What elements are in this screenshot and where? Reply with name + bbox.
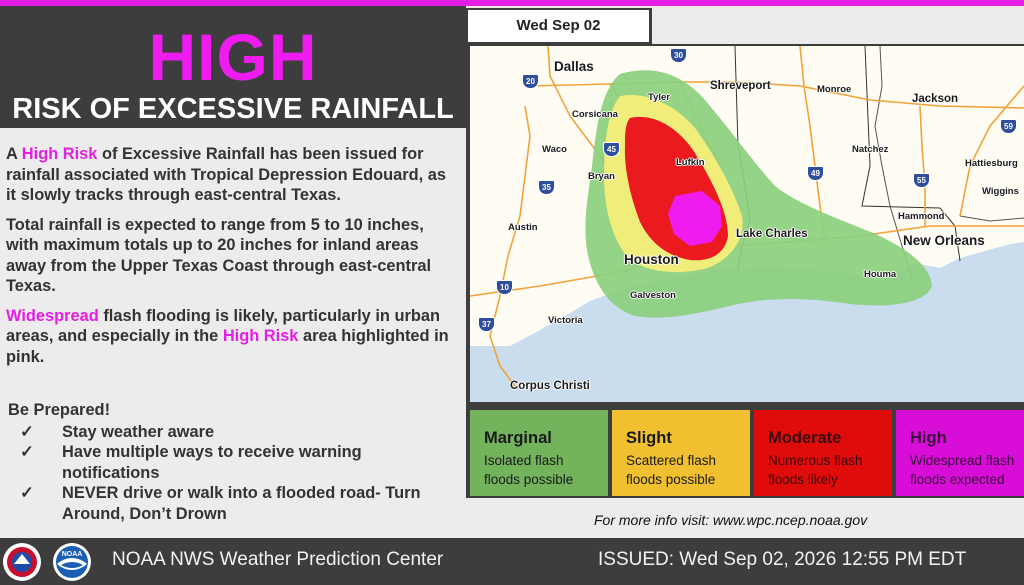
p3-end: area highlighted in pink. [6, 327, 449, 366]
interstate-30-shield: 30 [670, 48, 687, 63]
legend-high: High Widespread flash floods expected [896, 410, 1024, 496]
noaa-logo-text: NOAA [62, 551, 83, 558]
legend-slight: Slight Scattered flash floods possible [612, 410, 750, 496]
list-item: ✓ NEVER drive or walk into a flooded road… [8, 483, 458, 524]
city-shreveport: Shreveport [710, 80, 771, 92]
city-galveston: Galveston [630, 290, 676, 301]
interstate-20-shield: 20 [522, 74, 539, 89]
interstate-35-shield: 35 [538, 180, 555, 195]
legend-high-name: High [910, 429, 947, 447]
list-item: ✓ Have multiple ways to receive warning n… [8, 442, 458, 483]
legend-high-desc-line-2: floods expected [910, 472, 1005, 487]
interstate-59-shield: 59 [1000, 119, 1017, 134]
noaa-logo-icon: NOAA [52, 542, 92, 582]
city-lufkin: Lufkin [676, 157, 705, 168]
footer-bar [0, 538, 1024, 585]
city-tyler: Tyler [648, 92, 671, 103]
p3-highlight: Widespread [6, 306, 99, 325]
legend-moderate: Moderate Numerous flash floods likely [754, 410, 892, 496]
forecast-date-tab: Wed Sep 02 [466, 8, 652, 44]
city-natchez: Natchez [852, 144, 889, 155]
high-risk-area [668, 191, 722, 246]
legend-marginal: Marginal Isolated flash floods possible [470, 410, 608, 496]
city-hammond: Hammond [898, 211, 945, 222]
city-austin: Austin [508, 222, 538, 233]
be-prepared-list: Be Prepared! ✓ Stay weather aware ✓ Have m… [8, 400, 458, 524]
top-accent-strip [0, 0, 1024, 6]
check-icon: ✓ [20, 422, 34, 441]
list-item-text: NEVER drive or walk into a flooded road-… [62, 484, 421, 523]
interstate-49-shield: 49 [807, 166, 824, 181]
legend-marginal-desc-line-1: Isolated flash [484, 453, 564, 468]
more-info-link[interactable]: For more info visit: www.wpc.ncep.noaa.g… [594, 512, 868, 528]
interstate-55-shield: 55 [913, 173, 930, 188]
city-hattiesburg: Hattiesburg [965, 158, 1018, 169]
city-houma: Houma [864, 269, 897, 280]
state-border [861, 46, 961, 262]
list-item: ✓ Stay weather aware [8, 422, 458, 443]
discussion-paragraph-3: Widespread flash flooding is likely, par… [6, 306, 456, 368]
city-victoria: Victoria [548, 315, 583, 326]
legend-moderate-name: Moderate [768, 429, 842, 447]
headline-banner: HIGH RISK OF EXCESSIVE RAINFALL [0, 6, 466, 128]
p1-rest: of Excessive Rainfall has been issued fo… [6, 145, 446, 204]
city-dallas: Dallas [554, 59, 594, 74]
risk-map: 30 20 45 35 49 55 59 10 37 Dallas Shreve… [470, 46, 1024, 402]
p1-prefix: A [6, 145, 22, 163]
legend-slight-desc-line-1: Scattered flash [626, 453, 717, 468]
nws-logo-icon [2, 542, 42, 582]
p3-highlight-2: High Risk [222, 327, 299, 345]
footer-organization: NOAA NWS Weather Prediction Center [112, 549, 444, 570]
city-jackson: Jackson [912, 93, 959, 105]
legend-slight-desc-line-2: floods possible [626, 472, 716, 487]
interstate-37-shield: 37 [478, 317, 495, 332]
interstate-45-shield: 45 [603, 142, 620, 157]
footer-issued-time: ISSUED: Wed Sep 02, 2026 12:55 PM EDT [598, 549, 967, 570]
city-corsicana: Corsicana [572, 109, 618, 120]
discussion-paragraph-2: Total rainfall is expected to range from… [6, 215, 432, 296]
check-icon: ✓ [20, 443, 34, 461]
interstate-10-shield: 10 [496, 280, 513, 295]
discussion-paragraph-1: A High Risk of Excessive Rainfall has be… [6, 144, 456, 206]
list-item-text: Stay weather aware [62, 422, 215, 441]
legend-moderate-desc-line-1: Numerous flash [768, 453, 863, 468]
headline-subtitle: RISK OF EXCESSIVE RAINFALL [12, 93, 454, 125]
city-new-orleans: New Orleans [903, 233, 985, 248]
p1-highlight: High Risk [21, 145, 98, 163]
discussion-text: A High Risk of Excessive Rainfall has be… [6, 144, 456, 376]
city-lake-charles: Lake Charles [736, 228, 808, 240]
risk-map-graphic [470, 46, 1024, 402]
list-item-text: Have multiple ways to receive warning no… [62, 443, 362, 482]
check-icon: ✓ [20, 484, 34, 502]
be-prepared-title: Be Prepared! [8, 401, 111, 419]
city-bryan: Bryan [588, 171, 615, 182]
legend-slight-name: Slight [626, 429, 672, 447]
legend-moderate-desc-line-2: floods likely [768, 472, 838, 487]
headline-risk-level: HIGH [148, 20, 318, 94]
legend-marginal-name: Marginal [484, 429, 552, 447]
city-houston: Houston [624, 252, 679, 267]
city-corpus-christi: Corpus Christi [510, 380, 590, 392]
city-monroe: Monroe [817, 84, 852, 95]
legend-marginal-desc-line-2: floods possible [484, 472, 574, 487]
legend-high-desc-line-1: Widespread flash [910, 453, 1015, 468]
p3-mid: flash flooding is likely, particularly i… [6, 306, 440, 346]
city-wiggins: Wiggins [982, 186, 1019, 197]
city-waco: Waco [542, 144, 567, 155]
